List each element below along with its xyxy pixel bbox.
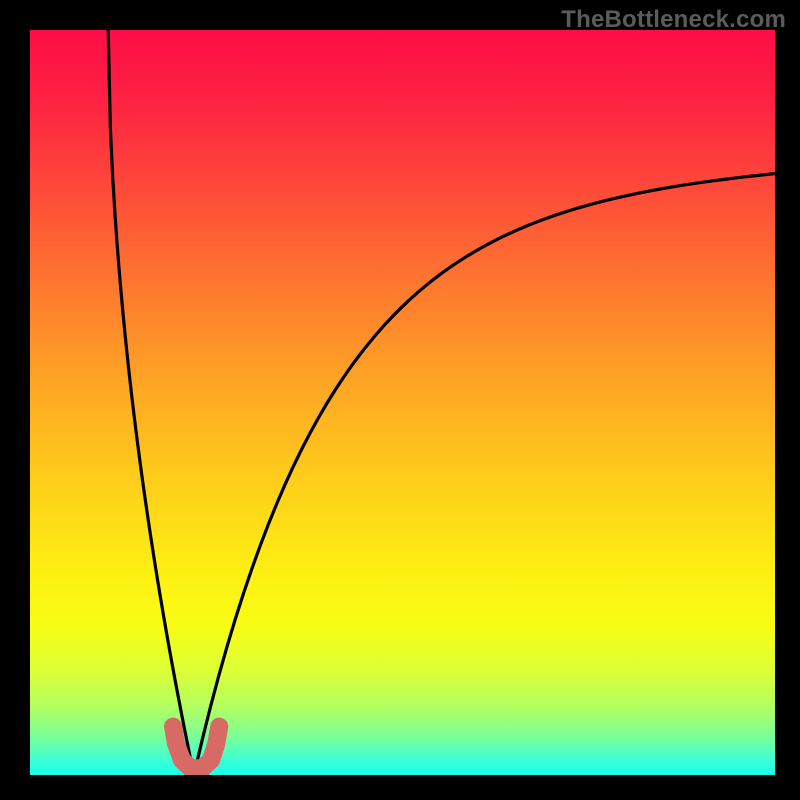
- watermark-text: TheBottleneck.com: [561, 6, 786, 34]
- curve-right-branch: [194, 174, 775, 775]
- plot-area: [30, 30, 775, 775]
- curve-left-branch: [108, 30, 194, 775]
- chart-frame: TheBottleneck.com: [0, 0, 800, 800]
- trough-marker: [173, 727, 219, 769]
- bottleneck-curve: [30, 30, 775, 775]
